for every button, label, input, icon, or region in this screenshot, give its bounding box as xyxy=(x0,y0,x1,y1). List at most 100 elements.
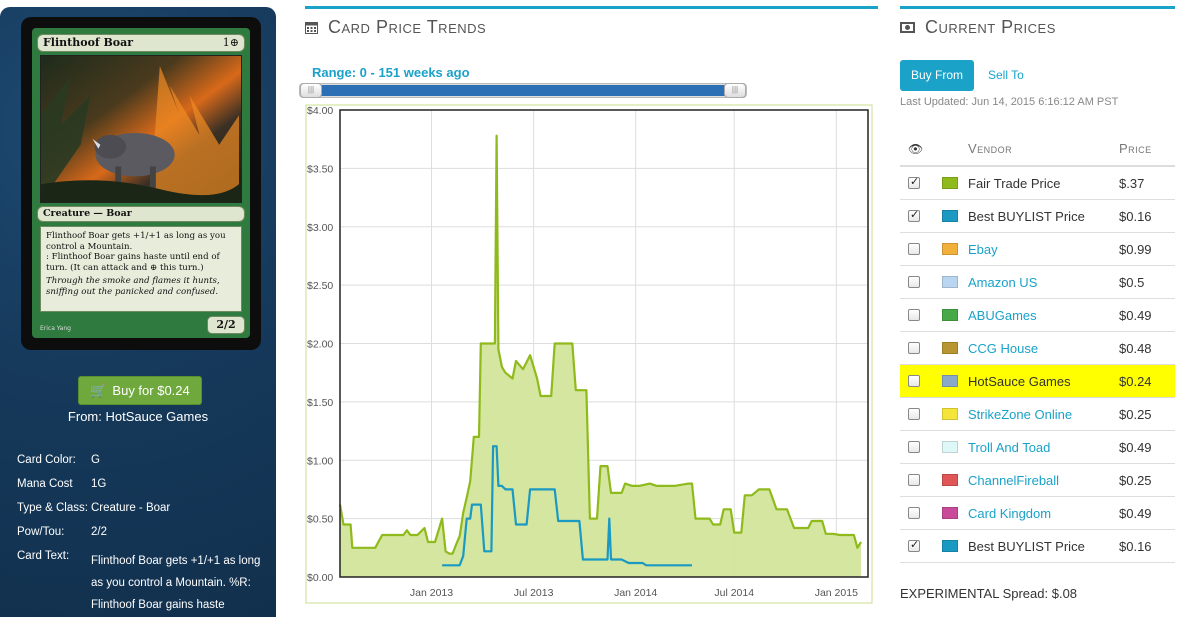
detail-value: 1G xyxy=(91,478,107,490)
checkbox[interactable] xyxy=(908,538,920,552)
vendor-name[interactable]: CCG House xyxy=(968,340,1039,356)
card-title-bar: Flinthoof Boar 1⊕ xyxy=(37,34,245,52)
series-swatch xyxy=(942,408,958,420)
buy-button[interactable]: 🛒 Buy for $0.24 xyxy=(78,376,202,405)
vendor-price: $0.5 xyxy=(1119,274,1145,290)
vendor-price: $0.48 xyxy=(1119,340,1152,356)
y-tick-label: $1.00 xyxy=(307,455,333,467)
vendor-name[interactable]: Card Kingdom xyxy=(968,505,1052,521)
card-rules-2: : Flinthoof Boar gains haste until end o… xyxy=(46,252,220,273)
trends-title: Card Price Trends xyxy=(305,17,486,38)
checkbox[interactable] xyxy=(908,474,920,486)
vendor-name[interactable]: Amazon US xyxy=(968,274,1038,290)
buy-button-label: Buy for $0.24 xyxy=(112,383,190,398)
vendor-toggle[interactable] xyxy=(900,408,930,420)
card-mana-cost: 1⊕ xyxy=(222,36,239,49)
checkbox[interactable] xyxy=(908,441,920,453)
table-row: CCG House $0.48 xyxy=(900,332,1175,365)
series-swatch-cell xyxy=(930,309,968,321)
prices-title: Current Prices xyxy=(900,17,1056,38)
vendor-price: $0.49 xyxy=(1119,439,1152,455)
vendor-name[interactable]: ABUGames xyxy=(968,307,1037,323)
y-tick-label: $2.50 xyxy=(307,280,333,292)
card-frame: Flinthoof Boar 1⊕ xyxy=(32,28,250,338)
prices-title-text: Current Prices xyxy=(925,17,1056,37)
vendor-toggle[interactable] xyxy=(900,507,930,519)
vendor-name[interactable]: Ebay xyxy=(968,241,998,257)
checkbox[interactable] xyxy=(908,208,920,222)
cart-icon: 🛒 xyxy=(90,383,107,398)
vendor-price: $0.25 xyxy=(1119,472,1152,488)
checkbox[interactable] xyxy=(908,408,920,420)
vendor-toggle[interactable] xyxy=(900,441,930,453)
vendor-toggle[interactable] xyxy=(900,276,930,288)
y-tick-label: $3.50 xyxy=(307,163,333,175)
tab-sell-to[interactable]: Sell To xyxy=(988,68,1024,82)
vendor-toggle[interactable] xyxy=(900,474,930,486)
vendor-price: $0.49 xyxy=(1119,505,1152,521)
range-slider-fill xyxy=(310,85,728,96)
detail-key: Card Text: xyxy=(17,550,70,562)
x-tick-label: Jan 2015 xyxy=(815,587,858,599)
table-row: Best BUYLIST Price $0.16 xyxy=(900,530,1175,563)
vendor-price: $0.99 xyxy=(1119,241,1152,257)
series-swatch-cell xyxy=(930,408,968,420)
series-swatch-cell xyxy=(930,177,968,189)
card-artwork xyxy=(40,55,242,203)
vendor-price: $0.25 xyxy=(1119,406,1152,422)
vendor-toggle[interactable] xyxy=(900,538,930,552)
vendor-price: $0.16 xyxy=(1119,538,1152,554)
card-details: Card Color: G Mana Cost 1G Type & Class:… xyxy=(17,454,267,616)
experimental-spread: EXPERIMENTAL Spread: $.08 xyxy=(900,586,1078,601)
tab-buy-from[interactable]: Buy From xyxy=(900,60,974,91)
checkbox[interactable] xyxy=(908,276,920,288)
series-swatch xyxy=(942,342,958,354)
vendor-name[interactable]: ChannelFireball xyxy=(968,472,1060,488)
series-swatch xyxy=(942,507,958,519)
vendor-toggle[interactable] xyxy=(900,243,930,255)
y-tick-label: $4.00 xyxy=(307,105,333,117)
table-row: StrikeZone Online $0.25 xyxy=(900,398,1175,431)
range-label: Range: 0 - 151 weeks ago xyxy=(312,65,470,80)
checkbox[interactable] xyxy=(908,309,920,321)
vendor-name: HotSauce Games xyxy=(968,373,1071,389)
vendor-toggle[interactable] xyxy=(900,309,930,321)
series-area-0 xyxy=(340,135,861,577)
series-swatch-cell xyxy=(930,210,968,222)
x-tick-label: Jul 2014 xyxy=(714,587,754,599)
series-swatch-cell xyxy=(930,540,968,552)
vendor-toggle[interactable] xyxy=(900,208,930,222)
x-tick-label: Jul 2013 xyxy=(514,587,554,599)
trends-title-text: Card Price Trends xyxy=(328,17,487,37)
buy-from-vendor: From: HotSauce Games xyxy=(67,409,209,424)
checkbox[interactable] xyxy=(908,243,920,255)
checkbox[interactable] xyxy=(908,507,920,519)
checkbox[interactable] xyxy=(908,342,920,354)
table-row: Ebay $0.99 xyxy=(900,233,1175,266)
detail-key: Pow/Tou: xyxy=(17,526,65,538)
detail-key: Mana Cost xyxy=(17,478,73,490)
series-line-0 xyxy=(338,134,862,555)
vendor-name[interactable]: StrikeZone Online xyxy=(968,406,1073,422)
range-handle-start[interactable]: ||| xyxy=(300,83,322,98)
vendor-price: $0.49 xyxy=(1119,307,1152,323)
card-flavor-text: Through the smoke and flames it hunts, s… xyxy=(46,276,220,297)
vendor-toggle[interactable] xyxy=(900,375,930,387)
checkbox[interactable] xyxy=(908,375,920,387)
trends-header-rule xyxy=(305,6,878,9)
card-text-box: Flinthoof Boar gets +1/+1 as long as you… xyxy=(40,226,242,312)
vendor-name[interactable]: Troll And Toad xyxy=(968,439,1051,455)
vendor-toggle[interactable] xyxy=(900,175,930,189)
eye-icon: 👁 xyxy=(908,141,924,156)
card-image: Flinthoof Boar 1⊕ xyxy=(21,17,261,350)
checkbox[interactable] xyxy=(908,175,920,189)
vendor-table: 👁 Vendor Price Fair Trade Price $.37 Best … xyxy=(900,132,1175,563)
plot-border xyxy=(339,109,869,578)
range-handle-end[interactable]: ||| xyxy=(724,83,746,98)
vendor-toggle[interactable] xyxy=(900,342,930,354)
price-chart-svg: $0.00 $0.50 $1.00 $1.50 $2.00 $2.50 $3.00 $3.50… xyxy=(305,104,873,604)
price-column-header: Price xyxy=(1119,141,1152,156)
range-slider[interactable]: ||| ||| xyxy=(299,83,747,98)
vendor-name: Best BUYLIST Price xyxy=(968,538,1085,554)
y-tick-label: $1.50 xyxy=(307,397,333,409)
